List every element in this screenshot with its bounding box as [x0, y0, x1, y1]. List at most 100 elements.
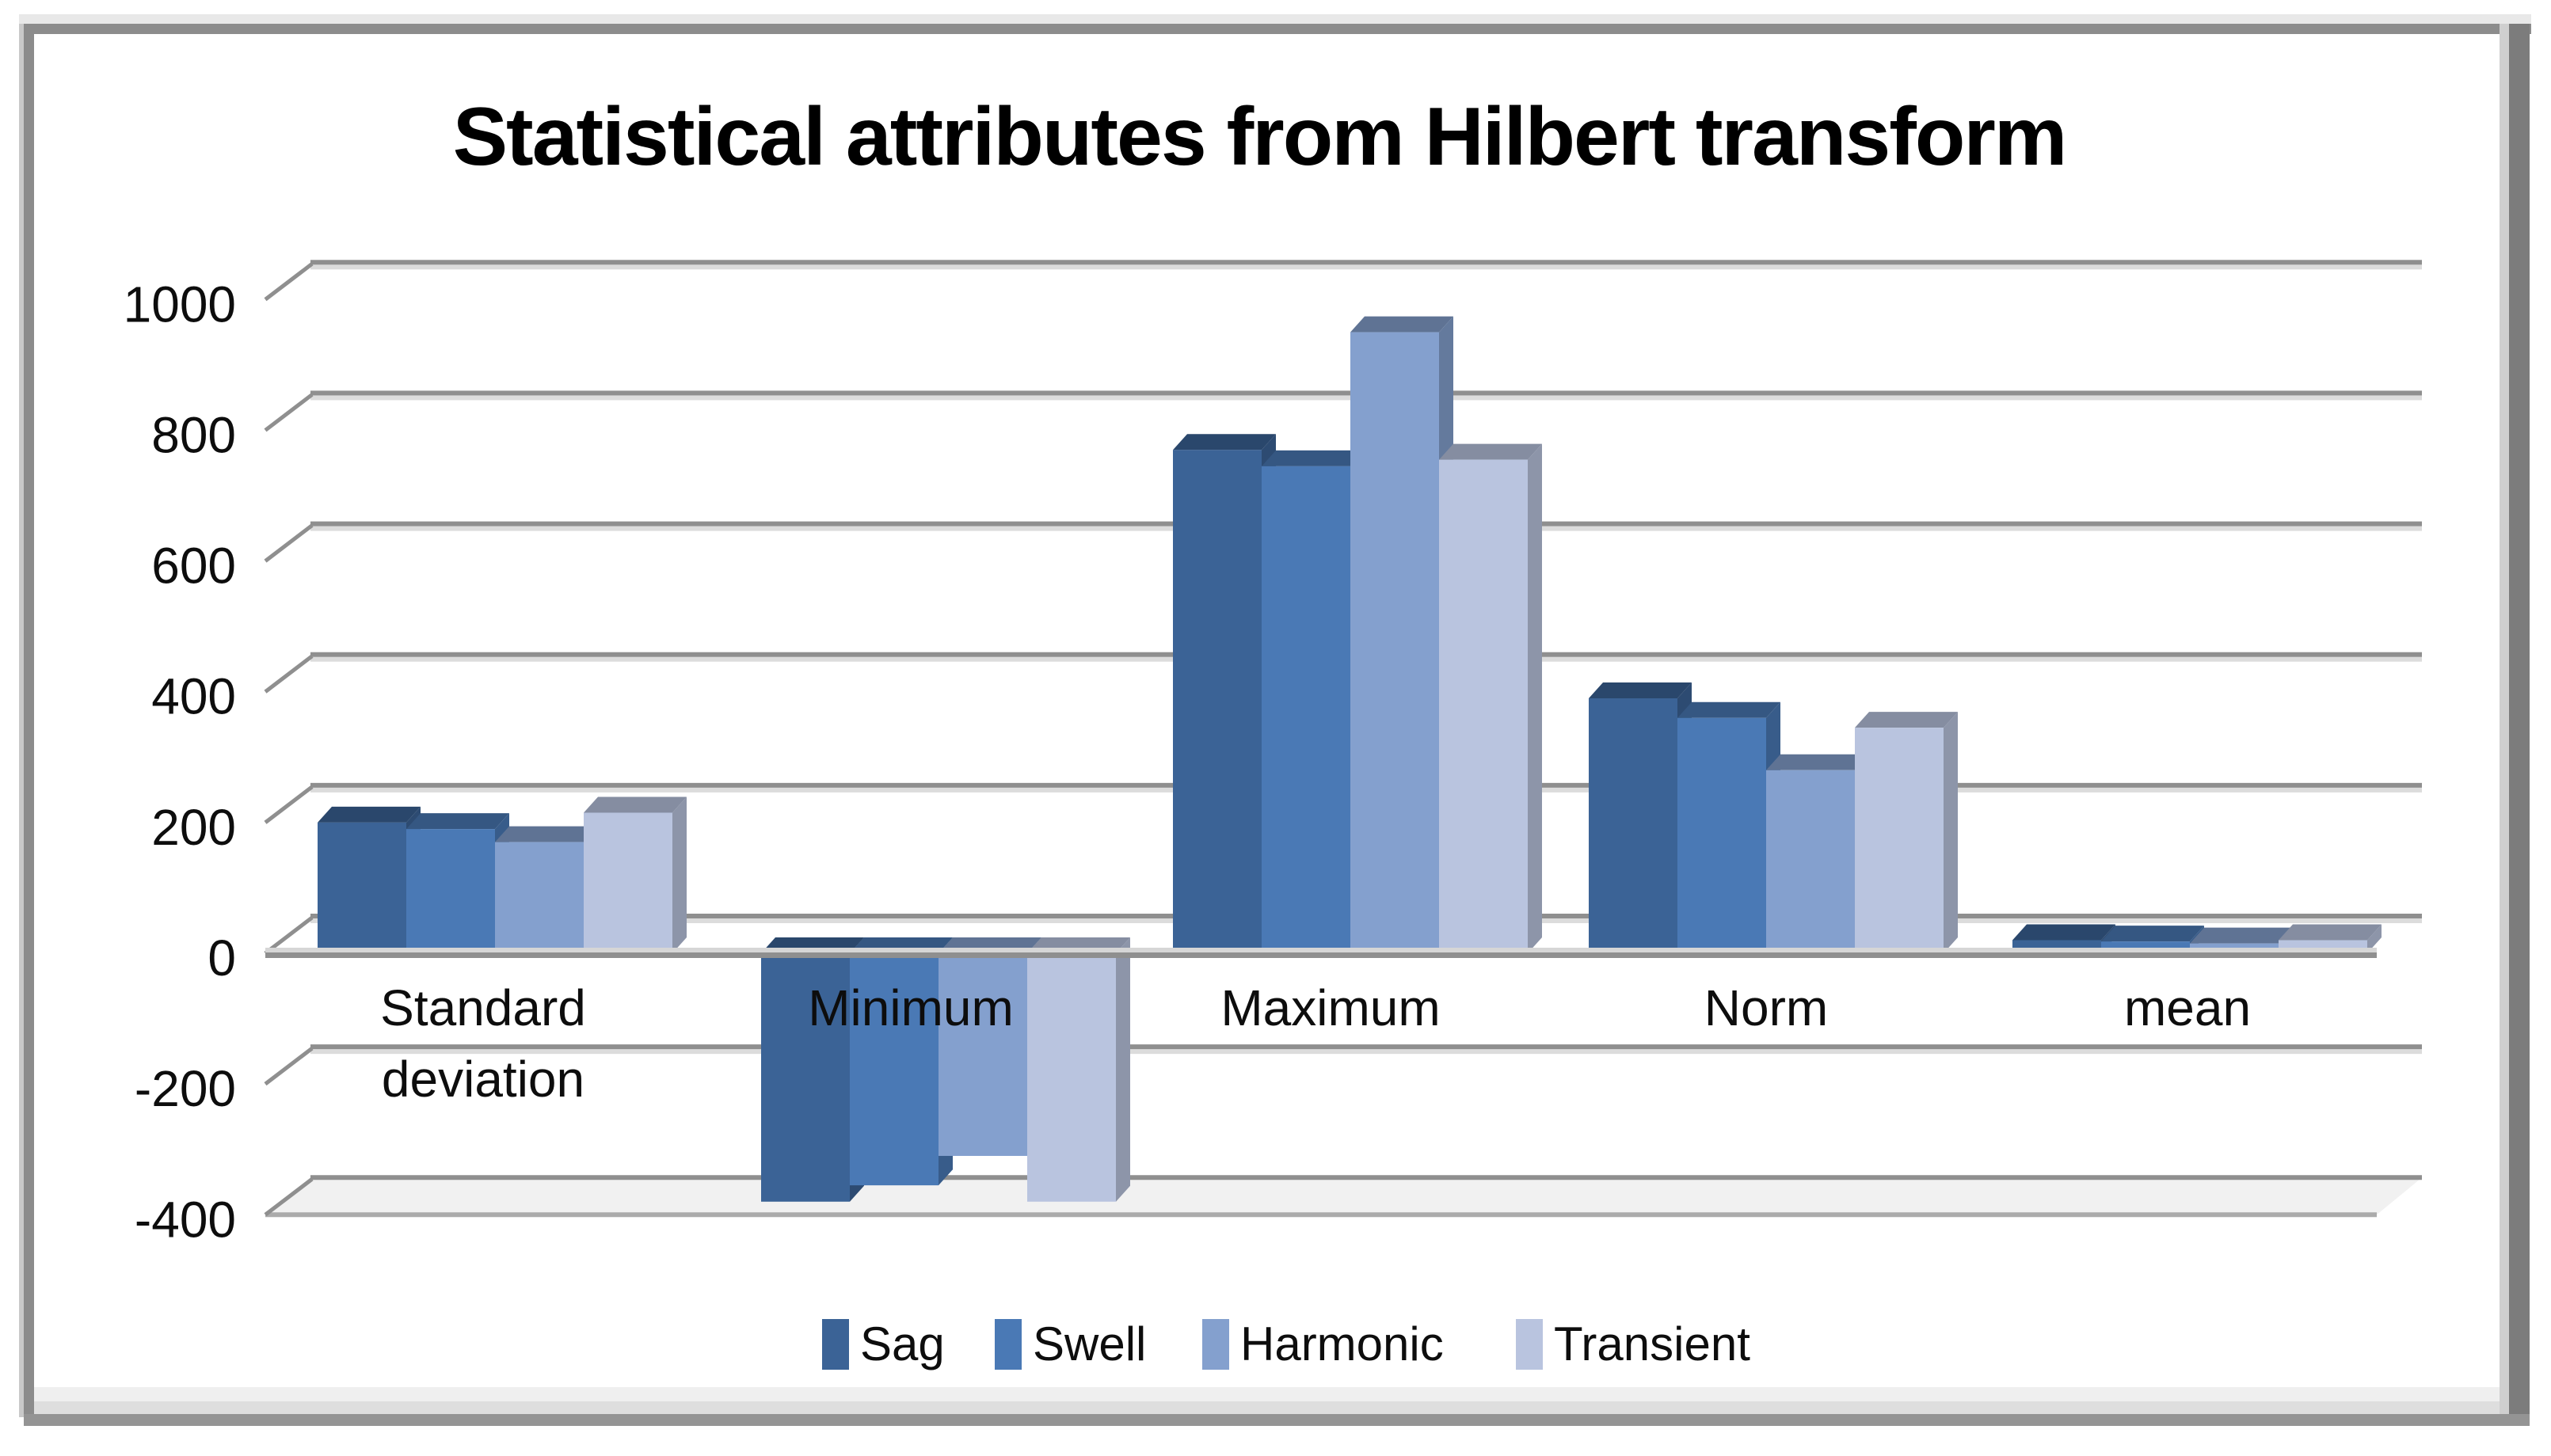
- bar-side-face: [1944, 712, 1958, 953]
- bar-front-face: [1350, 332, 1439, 954]
- bar-top-face: [495, 826, 598, 842]
- frame-top-border: [19, 24, 2531, 34]
- bar-harmonic-standard-deviation: [495, 826, 598, 953]
- legend-swatch-swell: [995, 1319, 1022, 1370]
- axis-depth-tick-1000: [264, 262, 314, 302]
- bar-front-face: [1589, 698, 1677, 953]
- bar-top-face: [2101, 926, 2204, 942]
- legend-label-sag: Sag: [860, 1317, 945, 1370]
- axis-depth-tick-400: [264, 654, 314, 694]
- y-tick-label--200: -200: [135, 1060, 236, 1117]
- axis-depth-tick-600: [264, 523, 314, 563]
- frame-right-highlight: [2500, 24, 2509, 1417]
- bar-top-face: [1173, 434, 1276, 450]
- y-tick-label-1000: 1000: [124, 276, 236, 333]
- bar-sag-standard-deviation: [318, 806, 421, 953]
- frame-left-border: [24, 24, 34, 1417]
- bar-sag-maximum: [1173, 434, 1276, 953]
- frame-bottom-border: [24, 1414, 2530, 1426]
- bar-transient-norm: [1855, 712, 1958, 953]
- bar-front-face: [1173, 450, 1262, 953]
- bar-top-face: [1350, 316, 1453, 333]
- bar-front-face: [1027, 953, 1116, 1202]
- gridline-echo--200: [310, 1049, 2422, 1055]
- y-tick-label-0: 0: [208, 929, 236, 987]
- bar-top-face: [1589, 682, 1692, 698]
- bar-top-face: [2279, 924, 2382, 941]
- legend-label-harmonic: Harmonic: [1240, 1317, 1444, 1370]
- plot-area: Standard deviation Minimum Maximum Norm mean 1…: [124, 260, 2422, 1248]
- category-axis-line: [265, 952, 2377, 958]
- category-label-standard-deviation: Standard: [380, 979, 586, 1036]
- frame-left-highlight: [19, 24, 24, 1417]
- y-tick-label-200: 200: [151, 799, 236, 856]
- bar-top-face: [318, 806, 421, 823]
- bar-front-face: [1766, 770, 1855, 953]
- legend-item-harmonic: Harmonic: [1202, 1317, 1444, 1370]
- bar-side-face: [1528, 443, 1542, 953]
- frame-top-highlight: [19, 14, 2531, 24]
- bar-front-face: [1439, 459, 1528, 953]
- bar-front-face: [761, 953, 850, 1202]
- bar-transient-maximum: [1439, 443, 1542, 953]
- bar-harmonic-minimum: [939, 937, 1041, 1156]
- bar-front-face: [939, 953, 1027, 1156]
- bar-front-face: [1677, 717, 1766, 953]
- axis-depth-tick-0: [264, 916, 314, 955]
- category-label-minimum: Minimum: [808, 979, 1014, 1036]
- bar-harmonic-norm: [1766, 754, 1869, 953]
- bar-top-face: [1855, 712, 1958, 728]
- frame-bottom-band-light: [34, 1387, 2500, 1401]
- frame-border: [19, 14, 2531, 1426]
- bar-front-face: [850, 953, 939, 1186]
- bar-side-face: [672, 796, 687, 953]
- bar-sag-minimum: [761, 937, 864, 1202]
- category-label-maximum: Maximum: [1220, 979, 1440, 1036]
- y-tick-label-800: 800: [151, 406, 236, 463]
- chart-title: Statistical attributes from Hilbert tran…: [453, 91, 2066, 183]
- category-axis-highlight: [265, 948, 2377, 952]
- bar-swell-minimum: [850, 937, 953, 1186]
- bar-side-face: [1116, 937, 1130, 1202]
- bar-top-face: [1439, 443, 1542, 460]
- bar-front-face: [318, 822, 406, 953]
- bar-front-face: [584, 812, 672, 953]
- bar-top-face: [2012, 924, 2115, 941]
- chart-floor: [265, 1177, 2422, 1215]
- bar-top-face: [1262, 450, 1365, 466]
- bar-front-face: [495, 842, 584, 953]
- legend-swatch-harmonic: [1202, 1319, 1229, 1370]
- legend-swatch-transient: [1516, 1319, 1543, 1370]
- legend-item-transient: Transient: [1516, 1317, 1750, 1370]
- bar-swell-norm: [1677, 701, 1780, 953]
- bar-top-face: [1677, 701, 1780, 718]
- axis-depth-tick-800: [264, 393, 314, 432]
- legend-item-sag: Sag: [822, 1317, 945, 1370]
- frame-right-border: [2509, 24, 2530, 1417]
- bar-top-face: [406, 813, 509, 830]
- category-label-mean: mean: [2124, 979, 2251, 1036]
- legend-swatch-sag: [822, 1319, 849, 1370]
- gridline-echo-1000: [310, 264, 2422, 270]
- bar-top-face: [584, 796, 687, 813]
- bar-transient-minimum: [1027, 937, 1130, 1202]
- bar-front-face: [1262, 466, 1350, 953]
- bar-top-face: [1766, 754, 1869, 770]
- bar-swell-standard-deviation: [406, 813, 509, 953]
- bar-swell-maximum: [1262, 450, 1365, 953]
- bar-harmonic-maximum: [1350, 316, 1453, 954]
- axis-depth-tick-200: [264, 785, 314, 824]
- category-label-standard-deviation-line2: deviation: [382, 1051, 584, 1108]
- y-tick-label-400: 400: [151, 668, 236, 725]
- gridline-1000: [310, 260, 2422, 265]
- axis-depth-tick--200: [264, 1047, 314, 1086]
- bar-transient-standard-deviation: [584, 796, 687, 953]
- legend-label-transient: Transient: [1554, 1317, 1750, 1370]
- gridline--200: [310, 1044, 2422, 1050]
- bar-front-face: [406, 829, 495, 953]
- bar-top-face: [2190, 927, 2293, 944]
- bar-front-face: [1855, 728, 1944, 953]
- frame-bottom-band-mid: [34, 1401, 2500, 1414]
